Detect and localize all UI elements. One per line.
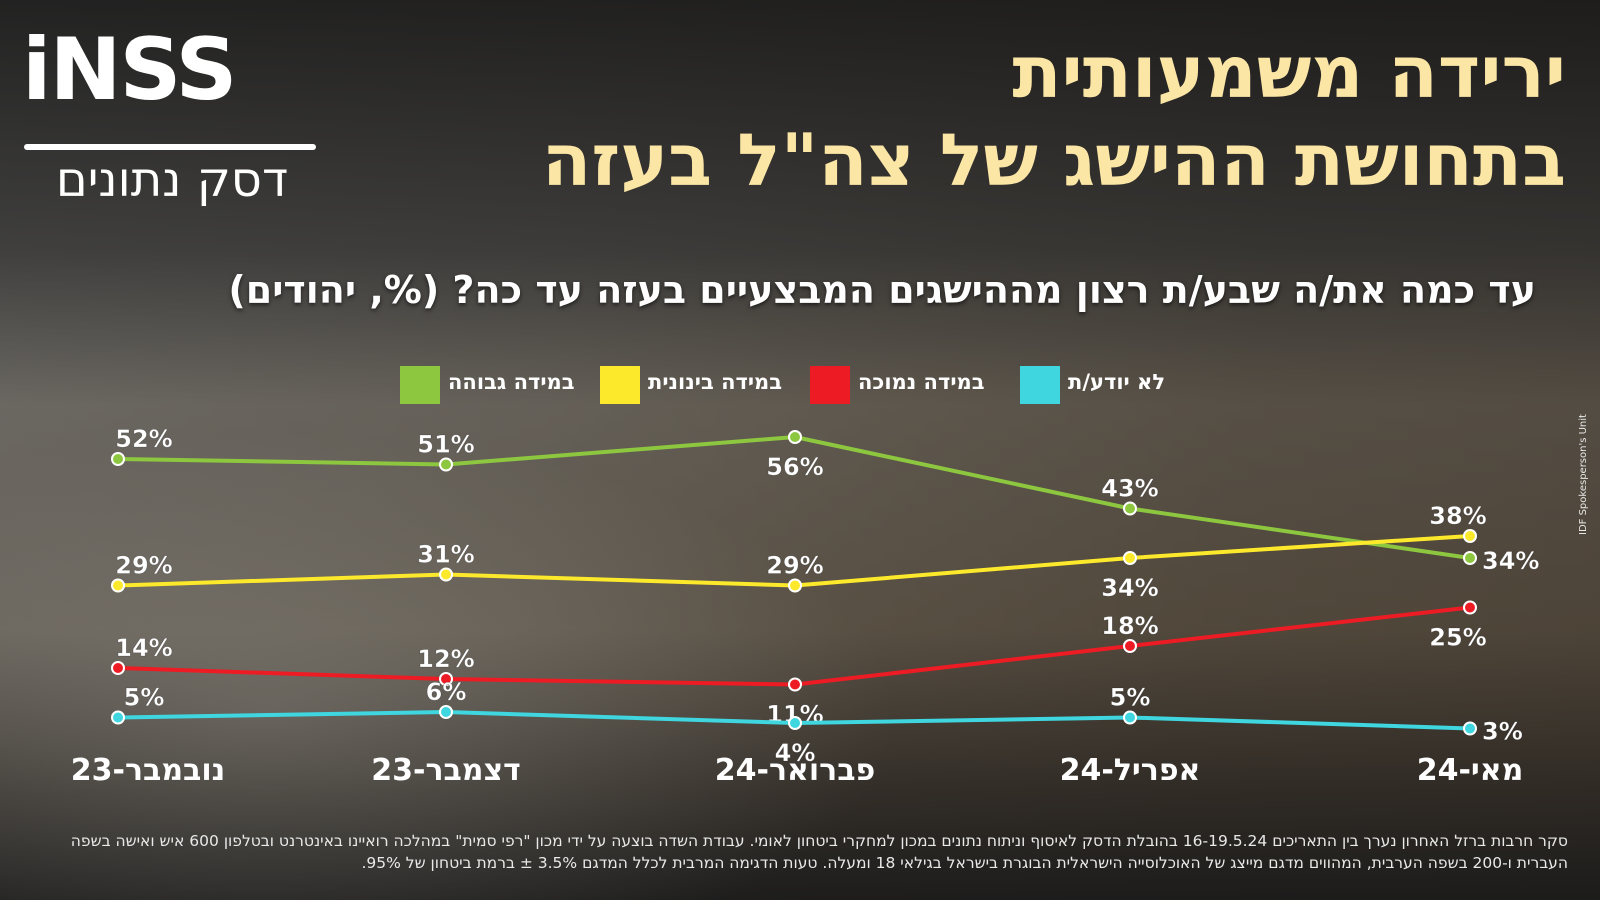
inss-logo: iNSS דסק נתונים <box>22 18 322 208</box>
data-point-0-3 <box>1123 501 1137 516</box>
data-point-2-4 <box>1463 600 1477 615</box>
data-label-0-4: 34% <box>1482 547 1539 575</box>
chart-legend: במידה גבוהה במידה בינונית במידה נמוכה לא… <box>400 364 1180 408</box>
data-label-3-2: 4% <box>775 739 816 767</box>
data-label-0-2: 56% <box>766 453 823 481</box>
legend-swatch-high <box>400 366 440 404</box>
data-point-0-0 <box>111 452 125 466</box>
x-tick-label-4: מאי-24 <box>1417 753 1524 788</box>
background-road <box>0 430 900 900</box>
legend-label-dont-know: לא יודע/ת <box>1068 370 1166 394</box>
data-label-2-3: 18% <box>1101 612 1158 640</box>
data-label-3-3: 5% <box>1110 684 1151 712</box>
data-label-3-4: 3% <box>1482 718 1523 746</box>
series-line-2 <box>117 605 1471 687</box>
data-point-3-3 <box>1123 710 1137 725</box>
title-line-1: ירידה משמעותית <box>1012 30 1566 114</box>
data-point-1-0 <box>111 578 125 593</box>
data-point-2-0 <box>111 661 125 675</box>
logo-divider <box>24 144 316 150</box>
data-label-1-4: 38% <box>1429 502 1486 530</box>
legend-label-high: במידה גבוהה <box>448 370 575 394</box>
data-label-2-4: 25% <box>1429 624 1486 652</box>
data-label-0-1: 51% <box>417 431 474 459</box>
data-point-1-4 <box>1463 529 1477 543</box>
data-point-1-3 <box>1123 551 1137 565</box>
data-label-1-2: 29% <box>766 552 823 580</box>
data-label-3-0: 5% <box>124 684 165 712</box>
chart-question: עד כמה את/ה שבע/ת רצון מההישגים המבצעיים… <box>228 268 1536 312</box>
data-point-3-1 <box>439 705 453 719</box>
legend-item-low: במידה נמוכה <box>810 364 990 404</box>
data-point-0-1 <box>439 457 453 472</box>
x-tick-label-1: דצמבר-23 <box>371 753 521 788</box>
data-point-2-3 <box>1123 639 1137 653</box>
data-point-2-1 <box>439 672 453 686</box>
data-label-3-1: 6% <box>426 678 467 706</box>
survey-footnote: סקר חרבות ברזל האחרון נערך בין התאריכים … <box>70 832 1568 872</box>
data-point-3-0 <box>111 710 125 725</box>
data-label-1-1: 31% <box>417 541 474 569</box>
data-label-1-3: 34% <box>1101 574 1158 602</box>
photo-credit: IDF Spokesperson's Unit <box>1578 414 1589 535</box>
data-point-2-2 <box>788 677 802 692</box>
legend-item-medium: במידה בינונית <box>600 364 783 404</box>
legend-swatch-low <box>810 366 850 404</box>
legend-item-high: במידה גבוהה <box>400 364 575 404</box>
data-point-3-2 <box>788 716 802 730</box>
logo-brand: iNSS <box>22 20 237 120</box>
x-tick-label-3: אפריל-24 <box>1060 753 1201 788</box>
data-point-0-2 <box>788 430 802 444</box>
legend-swatch-dont-know <box>1020 366 1060 404</box>
data-label-0-0: 52% <box>115 425 172 453</box>
legend-label-low: במידה נמוכה <box>858 370 985 394</box>
logo-subtitle: דסק נתונים <box>55 152 289 208</box>
data-label-2-0: 14% <box>115 634 172 662</box>
data-label-0-3: 43% <box>1101 475 1158 503</box>
data-point-3-4 <box>1463 721 1477 736</box>
page-title: ירידה משמעותית בתחושת ההישג של צה"ל בעזה <box>466 28 1566 204</box>
x-tick-label-2: פברואר-24 <box>715 753 876 788</box>
title-line-2: בתחושת ההישג של צה"ל בעזה <box>541 118 1566 202</box>
legend-item-dont-know: לא יודע/ת <box>1020 364 1180 404</box>
data-point-0-4 <box>1463 551 1477 565</box>
legend-label-medium: במידה בינונית <box>648 370 783 394</box>
data-label-1-0: 29% <box>115 552 172 580</box>
x-tick-label-0: נובמבר-23 <box>71 753 225 788</box>
data-point-1-1 <box>439 567 453 582</box>
data-label-2-1: 12% <box>417 645 474 673</box>
data-point-1-2 <box>788 578 802 593</box>
legend-swatch-medium <box>600 366 640 404</box>
